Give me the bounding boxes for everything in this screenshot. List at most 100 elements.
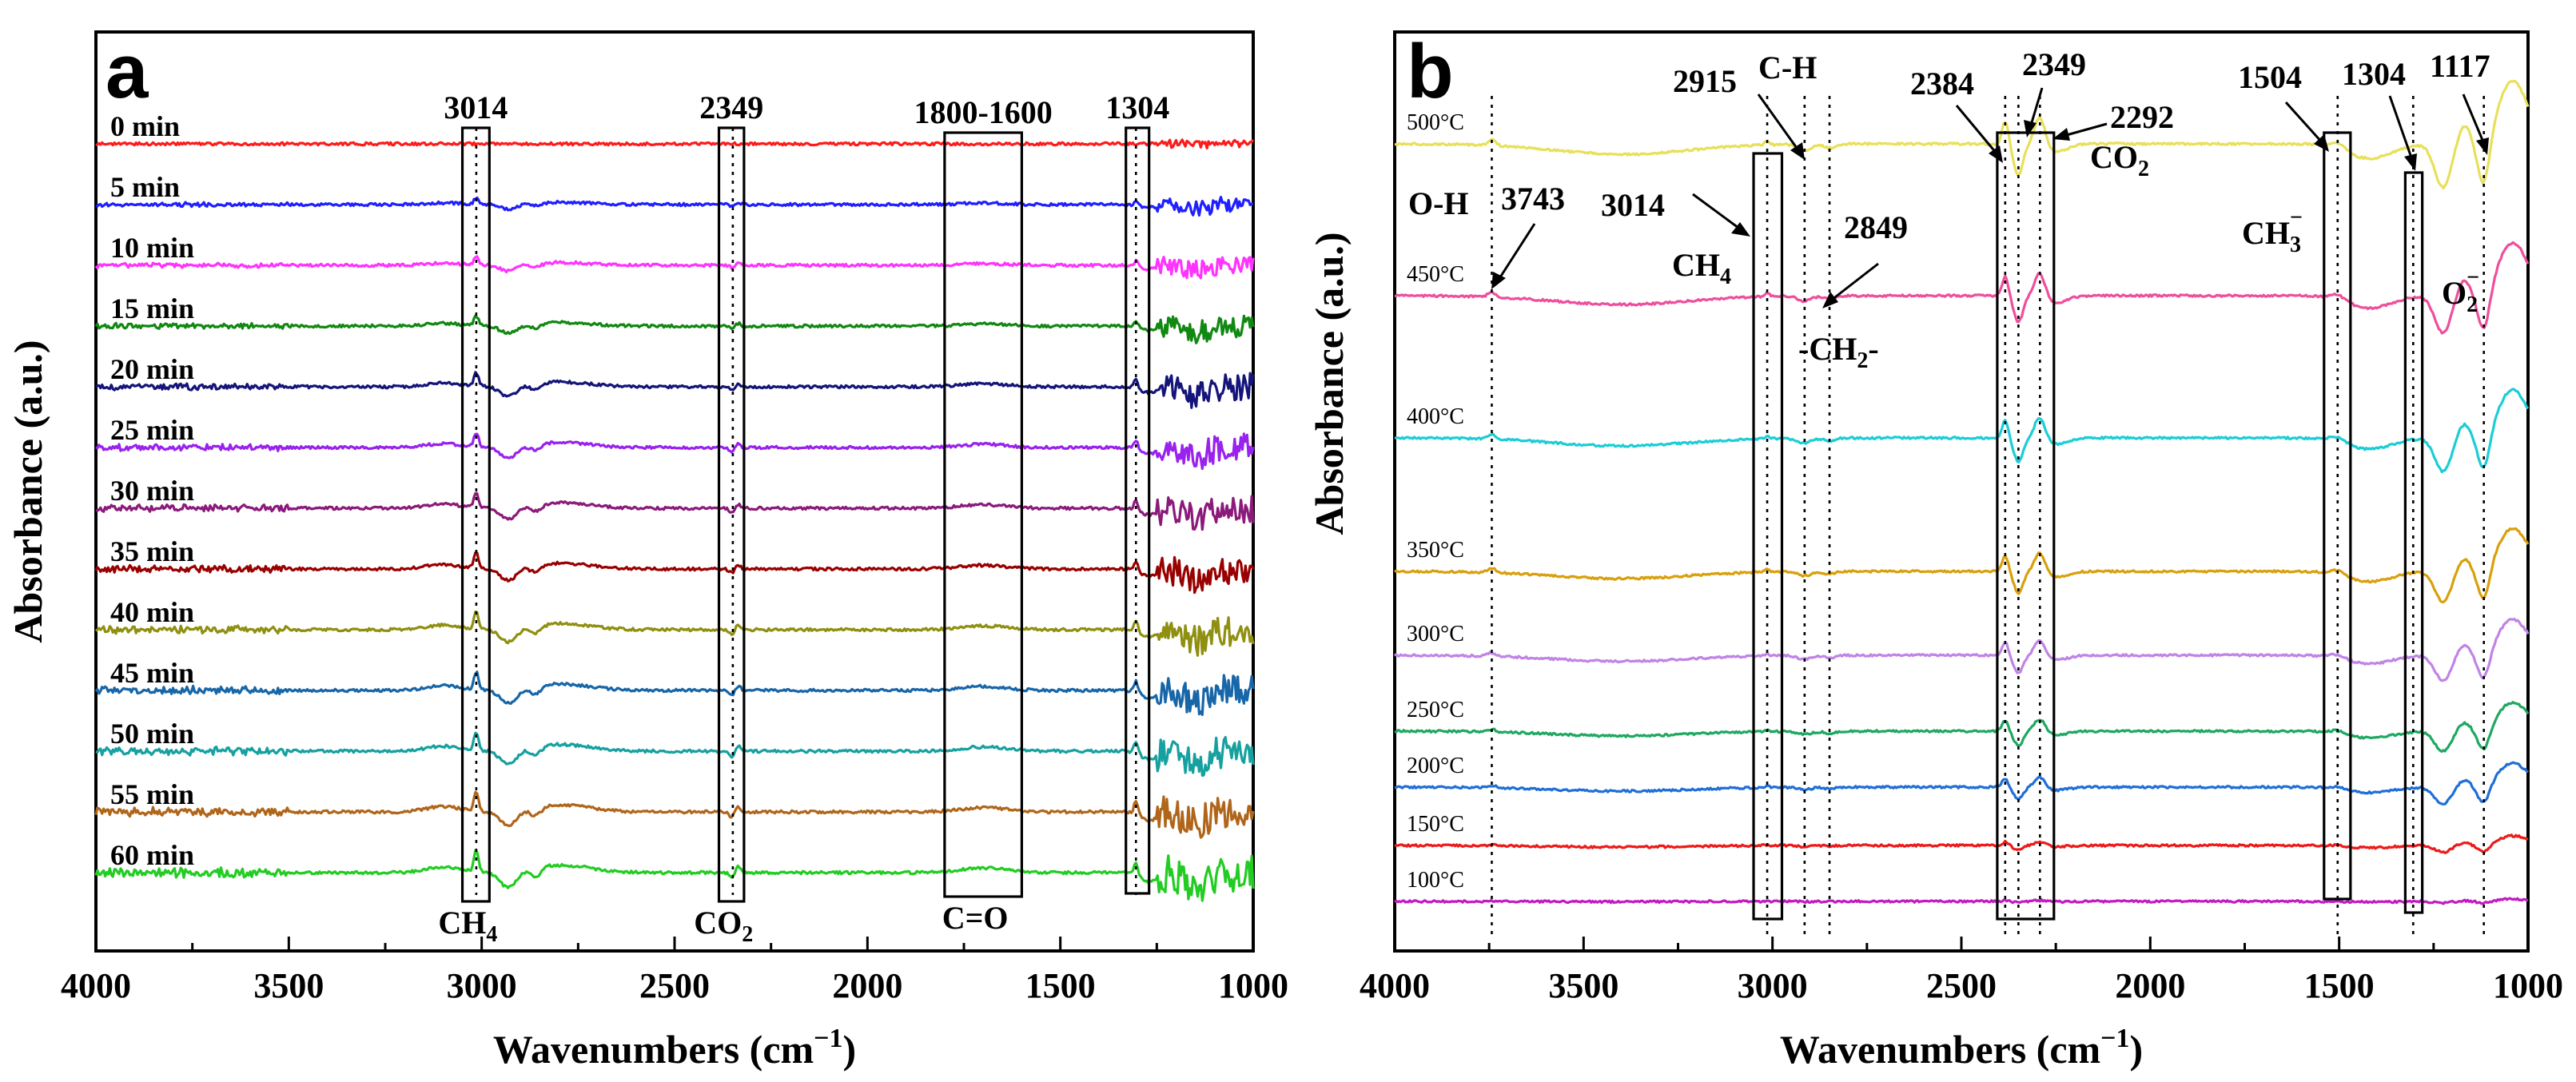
panel-a-series-labels: 0 min 5 min 10 min 15 min 20 min 25 min 30 min… (110, 110, 194, 871)
a-band-species: CH4 (438, 905, 497, 947)
annotation-ch3-base: CH (2242, 215, 2290, 251)
panel-b-x-axis-label: Wavenumbers (cm−1) (1780, 1024, 2143, 1072)
spectrum-0min (95, 138, 1255, 150)
spectrum-400c (1394, 388, 2530, 474)
a-band-species: C=O (942, 900, 1009, 936)
panel-b-series-labels: 500°C 450°C 400°C 350°C 300°C 250°C 200°C 150°C… (1407, 110, 1464, 893)
series-label: 50 min (110, 718, 194, 750)
spectrum-150c (1394, 833, 2529, 854)
a-x-tick-label: 1500 (1025, 966, 1096, 1005)
panel-a-x-ticks: 4000 3500 3000 2500 2000 1500 1000 (61, 937, 1288, 1005)
series-label: 30 min (110, 475, 194, 507)
series-label: 250°C (1407, 698, 1464, 722)
spectrum-10min (94, 255, 1255, 280)
a-x-tick-label: 1000 (1218, 966, 1288, 1005)
arrow-2349 (2029, 87, 2044, 129)
arrowhead-1304 (2404, 153, 2417, 171)
arrow-1117 (2462, 93, 2486, 145)
panel-a-x-axis-label-exp: −1 (814, 1024, 842, 1053)
b-x-tick-label: 3000 (1738, 966, 1808, 1005)
annotation-ch3: CH3 − (2242, 205, 2303, 257)
a-band-label: 2349 (699, 90, 763, 125)
series-label: 55 min (110, 778, 194, 810)
series-label: 45 min (110, 657, 194, 689)
series-label: 10 min (110, 232, 194, 264)
arrow-3743 (1497, 223, 1536, 280)
arrowhead-2292 (2052, 128, 2070, 141)
spectrum-500c (1394, 79, 2530, 190)
annotation-ch3-sup: − (2290, 205, 2303, 230)
annotation-ch4: CH4 (1672, 247, 1731, 289)
annotation-o2-sup: − (2467, 265, 2479, 290)
spectrum-30min (95, 491, 1255, 531)
b-band-box (1752, 152, 1784, 921)
a-band-label: 1800-1600 (914, 94, 1052, 130)
annotation-ch3-sub: 3 (2290, 233, 2301, 257)
a-band-species-sub: 2 (742, 922, 753, 947)
a-x-tick-label: 3000 (447, 966, 517, 1005)
panel-a-band-boxes: 3014 CH4 2349 CO2 1800-1600 C=O 1304 (438, 90, 1169, 947)
a-band-species-sub: 4 (486, 922, 497, 947)
spectrum-45min (94, 670, 1255, 717)
b-x-tick-label: 1500 (2304, 966, 2375, 1005)
spectrum-20min (95, 371, 1255, 409)
panel-a-x-axis-label: Wavenumbers (cm−1) (493, 1024, 856, 1072)
b-band-box (1996, 131, 2056, 921)
panel-b: b 4000 3500 3000 2500 2000 1500 1000 500°C 450°… (1307, 29, 2563, 1072)
panel-b-band-boxes (1491, 96, 2485, 935)
a-band-species-base: CH (438, 905, 486, 941)
arrowhead-2849 (1822, 292, 1838, 308)
series-label: 200°C (1407, 754, 1464, 778)
annotation-ch2-base: -CH (1798, 331, 1857, 367)
series-label: 450°C (1407, 262, 1464, 287)
annotation-co2: CO2 (2090, 139, 2149, 181)
annotation-2292: 2292 (2110, 99, 2174, 135)
spectrum-60min (94, 849, 1255, 902)
annotation-ch2-end: - (1868, 331, 1878, 367)
arrow-2849 (1831, 262, 1879, 301)
annotation-ch-bond: C-H (1758, 50, 1817, 86)
arrowhead-2349 (2024, 120, 2037, 137)
annotation-2849: 2849 (1844, 209, 1908, 245)
annotation-2915: 2915 (1673, 63, 1737, 99)
spectrum-250c (1394, 701, 2530, 754)
arrowhead-1117 (2476, 137, 2489, 155)
arrowhead-2384 (1989, 145, 2003, 163)
annotation-1304-b: 1304 (2342, 56, 2406, 92)
panel-b-x-axis-label-exp: −1 (2100, 1024, 2129, 1053)
a-band-label: 1304 (1105, 90, 1169, 125)
b-x-tick-label: 4000 (1360, 966, 1430, 1005)
series-label: 100°C (1407, 868, 1464, 893)
annotation-o2: O2− (2442, 265, 2479, 317)
arrowhead-2915 (1790, 142, 1805, 160)
a-band-species-base: C=O (942, 900, 1009, 936)
series-label: 0 min (110, 110, 180, 142)
spectrum-50min (95, 731, 1255, 778)
panel-b-x-ticks: 4000 3500 3000 2500 2000 1500 1000 (1360, 937, 2563, 1005)
arrow-2915 (1757, 93, 1800, 151)
panel-a-y-axis-label: Absorbance (a.u.) (6, 340, 50, 642)
panel-b-x-axis-label-close: ) (2130, 1027, 2144, 1072)
panel-a-x-axis-label-close: ) (843, 1027, 857, 1072)
annotation-3743: 3743 (1501, 181, 1565, 217)
a-band-species-base: CO (694, 905, 742, 941)
panel-a: a 4000 3500 3000 2500 2000 1500 1000 0 min 5 mi… (6, 29, 1288, 1072)
series-label: 20 min (110, 353, 194, 385)
panel-b-y-axis-label: Absorbance (a.u.) (1307, 232, 1352, 535)
a-x-tick-label: 2000 (832, 966, 902, 1005)
spectrum-15min (94, 314, 1255, 344)
arrowhead-1504 (2314, 134, 2329, 152)
panel-a-x-axis-label-text: Wavenumbers (cm (493, 1027, 814, 1072)
spectrum-5min (95, 196, 1254, 217)
panel-b-x-axis-label-text: Wavenumbers (cm (1780, 1027, 2100, 1072)
spectrum-35min (94, 551, 1255, 595)
spectrum-55min (94, 790, 1255, 839)
annotation-1504: 1504 (2238, 59, 2302, 95)
annotation-o2-sub: 2 (2467, 292, 2478, 317)
series-label: 150°C (1407, 812, 1464, 837)
annotation-2384: 2384 (1910, 66, 1974, 101)
annotation-ch4-sub: 4 (1720, 265, 1731, 289)
spectrum-300c (1393, 617, 2530, 682)
b-x-tick-label: 2000 (2115, 966, 2185, 1005)
